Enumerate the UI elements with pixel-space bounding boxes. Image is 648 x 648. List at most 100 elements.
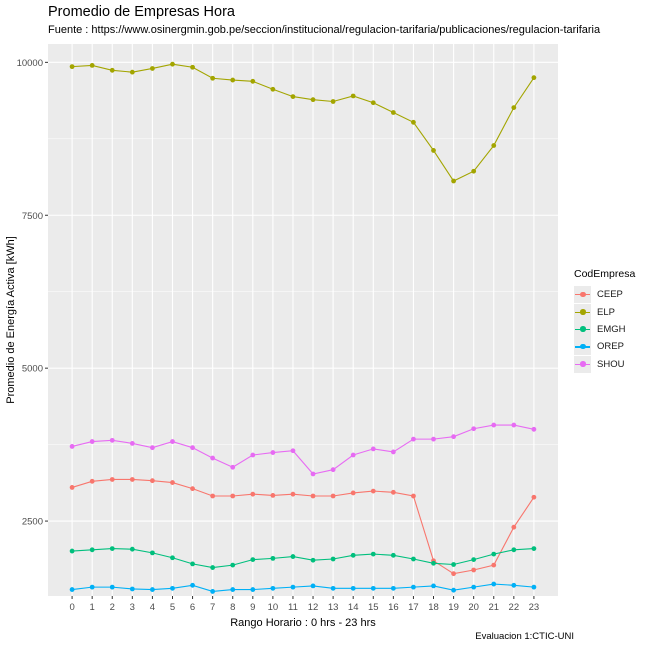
data-point-emgh: [370, 551, 376, 557]
legend-key-orep: [574, 338, 591, 356]
x-tick-label: 20: [468, 602, 479, 613]
data-point-ceep: [270, 492, 276, 498]
x-tick-label: 16: [388, 602, 399, 613]
data-point-ceep: [330, 493, 336, 499]
data-point-shou: [129, 440, 135, 446]
y-tick-label: 2500: [22, 517, 43, 528]
data-point-shou: [290, 448, 296, 454]
x-tick-label: 18: [428, 602, 439, 613]
data-point-emgh: [230, 562, 236, 568]
data-point-shou: [69, 444, 75, 449]
data-point-shou: [210, 455, 216, 461]
x-tick-label: 7: [210, 602, 215, 613]
data-point-emgh: [511, 547, 517, 553]
data-point-orep: [170, 585, 175, 591]
data-point-orep: [190, 582, 195, 588]
panel-background: [48, 44, 558, 596]
x-tick-label: 4: [150, 602, 155, 613]
legend-key-elp: [574, 303, 591, 321]
data-point-orep: [531, 584, 537, 590]
data-point-orep: [129, 586, 135, 592]
data-point-elp: [129, 69, 135, 75]
x-tick-label: 14: [348, 602, 359, 613]
y-axis-title: Promedio de Energía Activa [kWh]: [5, 236, 17, 404]
data-point-orep: [491, 581, 497, 587]
data-point-shou: [491, 422, 497, 428]
data-point-shou: [150, 445, 155, 451]
legend: CodEmpresa CEEP ELP EMGH OREP SHOU: [574, 268, 635, 373]
data-point-ceep: [471, 567, 477, 573]
data-point-shou: [471, 426, 477, 432]
legend-label: CEEP: [597, 289, 623, 301]
x-tick-label: 8: [230, 602, 235, 613]
legend-item-orep: OREP: [574, 338, 635, 356]
data-point-elp: [511, 105, 517, 111]
data-point-shou: [250, 452, 256, 458]
data-point-elp: [290, 94, 296, 100]
data-point-ceep: [150, 478, 155, 484]
data-point-orep: [370, 585, 376, 591]
data-point-ceep: [310, 493, 316, 499]
data-point-orep: [290, 584, 296, 590]
data-point-orep: [330, 585, 336, 591]
data-point-ceep: [89, 478, 95, 484]
x-tick-label: 10: [268, 602, 279, 613]
legend-label: SHOU: [597, 358, 625, 370]
data-point-ceep: [250, 491, 256, 497]
data-point-shou: [310, 471, 316, 477]
data-point-ceep: [390, 489, 396, 495]
data-point-emgh: [89, 547, 95, 553]
series-line-emgh: [72, 548, 534, 569]
data-point-shou: [109, 437, 115, 443]
data-point-emgh: [330, 556, 336, 562]
data-point-emgh: [69, 548, 75, 554]
data-point-orep: [411, 584, 416, 590]
data-point-ceep: [170, 480, 175, 485]
x-tick-label: 2: [110, 602, 115, 613]
data-point-emgh: [471, 557, 477, 563]
legend-label: ELP: [597, 306, 615, 318]
data-point-orep: [431, 583, 436, 589]
data-point-shou: [411, 436, 416, 442]
data-point-elp: [69, 64, 75, 70]
data-point-emgh: [451, 562, 456, 567]
chart-title: Promedio de Empresas Hora: [48, 4, 235, 20]
data-point-emgh: [431, 560, 436, 566]
data-point-orep: [210, 589, 216, 594]
data-point-shou: [531, 426, 537, 432]
data-point-emgh: [290, 554, 296, 559]
series-line-shou: [71, 424, 535, 475]
data-point-ceep: [491, 562, 497, 568]
x-tick-label: 3: [130, 602, 135, 613]
data-point-orep: [310, 583, 316, 589]
data-point-shou: [370, 446, 376, 452]
data-point-ceep: [411, 493, 416, 499]
data-point-ceep: [210, 493, 216, 499]
data-point-orep: [109, 584, 115, 590]
data-point-emgh: [250, 557, 256, 563]
data-point-emgh: [270, 555, 276, 561]
data-point-elp: [89, 63, 95, 68]
data-point-elp: [330, 99, 336, 104]
data-point-ceep: [511, 524, 517, 530]
data-point-emgh: [491, 551, 497, 557]
data-point-shou: [451, 434, 456, 440]
y-tick-label: 10000: [17, 58, 43, 69]
data-point-elp: [109, 67, 115, 73]
legend-title: CodEmpresa: [574, 268, 636, 280]
data-point-elp: [411, 119, 416, 125]
data-point-ceep: [69, 485, 75, 490]
data-point-elp: [431, 148, 436, 153]
x-tick-label: 0: [69, 602, 74, 613]
legend-item-ceep: CEEP: [574, 286, 635, 304]
data-point-shou: [390, 449, 396, 455]
data-point-emgh: [350, 552, 356, 558]
legend-label: EMGH: [597, 323, 626, 335]
data-point-shou: [431, 436, 436, 442]
data-point-shou: [190, 445, 195, 451]
data-point-elp: [230, 77, 236, 83]
data-point-orep: [89, 584, 95, 590]
data-point-orep: [451, 587, 456, 593]
chart-caption: Evaluacion 1:CTIC-UNI: [475, 631, 574, 642]
